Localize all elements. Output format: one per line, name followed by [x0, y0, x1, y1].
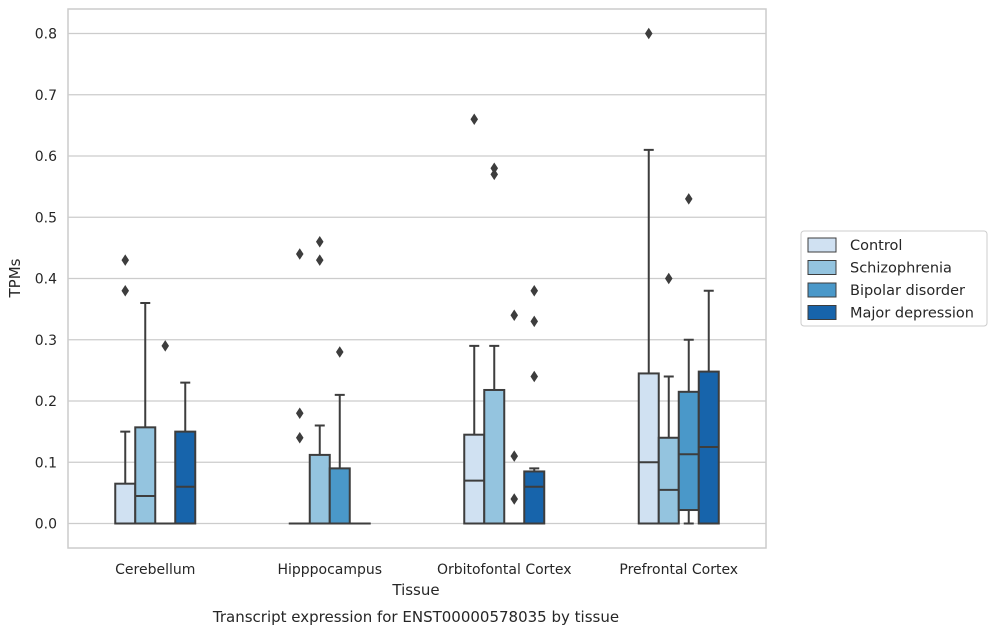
outliers [121, 27, 693, 505]
outlier-point [664, 272, 673, 285]
plot-frame [67, 8, 767, 549]
x-tick-labels: Cerebellum Hipppocampus Orbitofontal Corte… [115, 562, 738, 578]
legend-frame [800, 230, 988, 327]
y-tick-label: 0.0 [35, 517, 57, 533]
legend: Control Schizophrenia Bipolar disorder Majo… [800, 230, 988, 327]
outlier-point [530, 370, 539, 383]
outlier-point [490, 168, 499, 181]
legend-label: Schizophrenia [850, 261, 952, 277]
y-tick-label: 0.4 [35, 272, 57, 288]
y-tick-label: 0.1 [35, 455, 57, 471]
boxes [114, 370, 720, 525]
whiskers [120, 148, 714, 525]
legend-swatch [807, 260, 837, 275]
y-tick-label: 0.5 [35, 210, 57, 226]
chart-title: Transcript expression for ENST0000057803… [212, 608, 619, 626]
outlier-point [315, 254, 324, 266]
x-tick-label: Hipppocampus [277, 562, 382, 578]
outlier-point [161, 340, 170, 352]
y-axis-title: TPMs [6, 258, 24, 298]
x-tick-label: Prefrontal Cortex [619, 562, 738, 578]
y-tick-label: 0.8 [35, 27, 57, 43]
box [657, 436, 680, 525]
box [174, 430, 197, 525]
box [328, 467, 351, 525]
legend-label: Bipolar disorder [850, 283, 965, 299]
box [134, 426, 157, 525]
legend-swatch [807, 237, 837, 253]
box [677, 390, 700, 512]
box [114, 482, 137, 525]
y-tick-labels: 0.0 0.1 0.2 0.3 0.4 0.5 0.6 0.7 0.8 [35, 27, 57, 533]
outlier-point [295, 432, 304, 444]
outlier-point [530, 315, 539, 328]
x-tick-label: Orbitofontal Cortex [437, 562, 572, 578]
outlier-point [295, 248, 304, 260]
y-tick-label: 0.7 [35, 88, 57, 104]
box [523, 470, 546, 525]
outlier-point [335, 346, 344, 358]
outlier-point [490, 162, 499, 174]
x-tick-label: Cerebellum [115, 562, 195, 578]
box [463, 433, 486, 525]
y-tick-label: 0.2 [35, 394, 57, 410]
legend-label: Major depression [850, 306, 974, 322]
outlier-point [470, 113, 479, 125]
legend-swatch [807, 305, 837, 320]
outlier-point [510, 450, 519, 462]
legend-swatch [807, 282, 837, 298]
outlier-point [121, 254, 130, 266]
y-tick-label: 0.3 [35, 333, 57, 349]
legend-label: Control [850, 238, 902, 254]
box [483, 388, 506, 525]
box [637, 372, 660, 525]
outlier-point [510, 493, 519, 505]
x-axis-title: Tissue [391, 581, 439, 599]
outlier-point [684, 193, 693, 205]
outlier-point [510, 309, 519, 321]
box [308, 453, 331, 525]
outlier-point [315, 236, 324, 248]
outlier-point [530, 285, 539, 297]
outlier-point [295, 407, 304, 419]
y-tick-label: 0.6 [35, 149, 57, 165]
outlier-point [644, 27, 653, 40]
outlier-point [121, 285, 130, 297]
